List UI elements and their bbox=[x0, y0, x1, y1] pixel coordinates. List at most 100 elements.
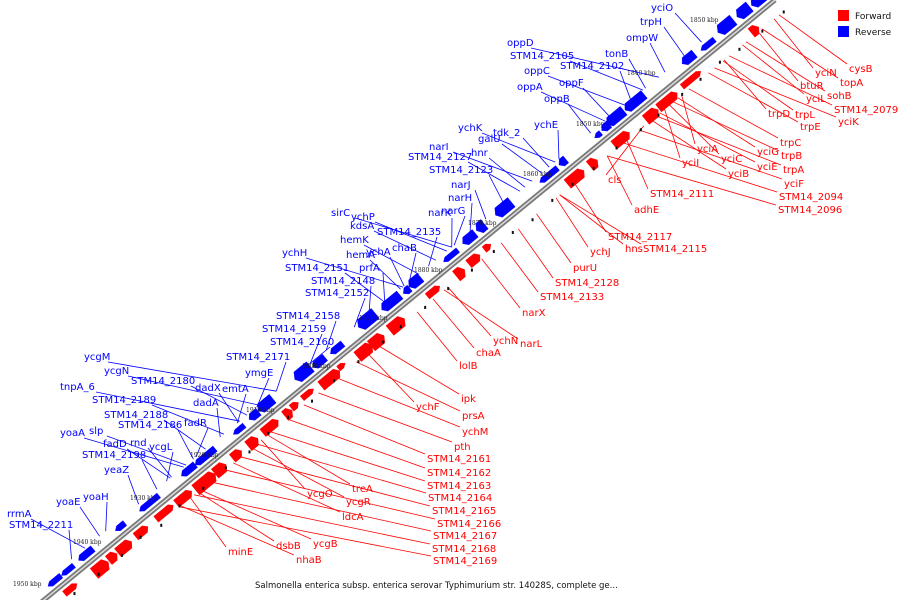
gene-label-reverse[interactable]: galU bbox=[478, 134, 501, 145]
gene-label-reverse[interactable]: slp bbox=[89, 426, 103, 437]
gene-label-reverse[interactable]: narI bbox=[429, 142, 449, 153]
gene-label-forward[interactable]: STM14_2133 bbox=[540, 292, 604, 303]
gene-label-forward[interactable]: yciL bbox=[806, 94, 826, 105]
gene-label-reverse[interactable]: STM14_2189 bbox=[92, 395, 156, 406]
gene-label-forward[interactable]: STM14_2128 bbox=[555, 278, 619, 289]
gene-label-forward[interactable]: trpA bbox=[783, 165, 804, 176]
gene-label-reverse[interactable]: STM14_2127 bbox=[408, 152, 472, 163]
gene-label-reverse[interactable]: chaB bbox=[392, 243, 417, 254]
gene-label-forward[interactable]: dsbB bbox=[276, 541, 301, 552]
gene-label-reverse[interactable]: oppA bbox=[517, 82, 543, 93]
gene-label-forward[interactable]: adhE bbox=[634, 205, 659, 216]
gene-label-forward[interactable]: STM14_2094 bbox=[779, 192, 843, 203]
gene-label-forward[interactable]: yciN bbox=[815, 68, 837, 79]
gene-label-forward[interactable]: STM14_2163 bbox=[427, 481, 491, 492]
gene-label-reverse[interactable]: fadD bbox=[103, 439, 127, 450]
gene-label-forward[interactable]: btuR bbox=[800, 81, 824, 92]
gene-label-forward[interactable]: ychN bbox=[493, 336, 518, 347]
gene-label-forward[interactable]: yciC bbox=[721, 154, 742, 165]
gene-label-reverse[interactable]: STM14_2198 bbox=[82, 450, 146, 461]
gene-label-forward[interactable]: STM14_2117 bbox=[608, 232, 672, 243]
gene-label-forward[interactable]: STM14_2166 bbox=[437, 519, 501, 530]
gene-label-reverse[interactable]: STM14_2211 bbox=[9, 520, 73, 531]
gene-label-forward[interactable]: minE bbox=[228, 547, 253, 558]
gene-label-reverse[interactable]: STM14_2151 bbox=[285, 263, 349, 274]
gene-label-forward[interactable]: ycgO bbox=[307, 489, 333, 500]
gene-label-reverse[interactable]: STM14_2160 bbox=[270, 337, 334, 348]
gene-label-forward[interactable]: STM14_2115 bbox=[643, 244, 707, 255]
gene-label-reverse[interactable]: STM14_2105 bbox=[510, 51, 574, 62]
gene-label-reverse[interactable]: oppC bbox=[524, 66, 550, 77]
gene-label-forward[interactable]: trpC bbox=[780, 138, 801, 149]
gene-label-reverse[interactable]: ychH bbox=[282, 248, 307, 259]
gene-label-reverse[interactable]: yoaA bbox=[60, 428, 85, 439]
gene-label-forward[interactable]: yciF bbox=[784, 179, 804, 190]
gene-label-reverse[interactable]: ycgM bbox=[84, 352, 110, 363]
gene-label-reverse[interactable]: oppB bbox=[544, 94, 570, 105]
gene-label-forward[interactable]: treA bbox=[352, 484, 373, 495]
gene-label-reverse[interactable]: ycgN bbox=[104, 366, 129, 377]
gene-label-reverse[interactable]: STM14_2102 bbox=[560, 61, 624, 72]
gene-label-reverse[interactable]: hemA bbox=[346, 250, 375, 261]
gene-label-reverse[interactable]: STM14_2158 bbox=[276, 311, 340, 322]
gene-label-forward[interactable]: ychM bbox=[462, 427, 488, 438]
gene-label-forward[interactable]: yciB bbox=[728, 169, 749, 180]
gene-label-reverse[interactable]: oppF bbox=[559, 78, 584, 89]
gene-label-forward[interactable]: ldcA bbox=[342, 512, 364, 523]
gene-label-forward[interactable]: trpL bbox=[795, 110, 815, 121]
gene-label-reverse[interactable]: ymgE bbox=[245, 368, 273, 379]
gene-label-reverse[interactable]: yoaE bbox=[56, 497, 80, 508]
gene-label-forward[interactable]: STM14_2079 bbox=[834, 105, 898, 116]
gene-label-forward[interactable]: trpD bbox=[768, 109, 790, 120]
gene-label-forward[interactable]: trpE bbox=[800, 122, 821, 133]
gene-label-forward[interactable]: trpB bbox=[781, 151, 802, 162]
gene-label-reverse[interactable]: rnd bbox=[130, 438, 147, 449]
gene-label-forward[interactable]: STM14_2168 bbox=[432, 544, 496, 555]
gene-label-forward[interactable]: STM14_2162 bbox=[427, 468, 491, 479]
gene-label-reverse[interactable]: STM14_2152 bbox=[305, 288, 369, 299]
gene-label-reverse[interactable]: prfA bbox=[359, 263, 380, 274]
gene-label-forward[interactable]: prsA bbox=[462, 411, 485, 422]
gene-label-forward[interactable]: yciE bbox=[757, 162, 778, 173]
gene-label-reverse[interactable]: STM14_2159 bbox=[262, 324, 326, 335]
gene-label-forward[interactable]: yciI bbox=[682, 158, 699, 169]
gene-label-reverse[interactable]: rrmA bbox=[7, 509, 32, 520]
gene-label-reverse[interactable]: narK bbox=[428, 208, 452, 219]
gene-label-reverse[interactable]: STM14_2171 bbox=[226, 352, 290, 363]
gene-label-reverse[interactable]: trpH bbox=[640, 17, 662, 28]
gene-label-forward[interactable]: STM14_2169 bbox=[433, 556, 497, 567]
gene-label-forward[interactable]: cls bbox=[608, 175, 622, 186]
gene-label-reverse[interactable]: yeaZ bbox=[104, 465, 129, 476]
gene-label-reverse[interactable]: ompW bbox=[626, 33, 658, 44]
gene-label-forward[interactable]: sohB bbox=[827, 91, 852, 102]
gene-label-reverse[interactable]: sirC bbox=[331, 208, 350, 219]
gene-label-reverse[interactable]: ychE bbox=[534, 120, 558, 131]
gene-label-forward[interactable]: cysB bbox=[849, 64, 873, 75]
gene-label-reverse[interactable]: STM14_2188 bbox=[104, 410, 168, 421]
gene-label-reverse[interactable]: STM14_2148 bbox=[311, 276, 375, 287]
gene-label-reverse[interactable]: STM14_2186 bbox=[118, 420, 182, 431]
gene-label-reverse[interactable]: yciO bbox=[651, 3, 673, 14]
gene-label-forward[interactable]: lolB bbox=[459, 361, 478, 372]
gene-label-reverse[interactable]: ycgL bbox=[149, 442, 173, 453]
gene-label-forward[interactable]: STM14_2164 bbox=[428, 493, 492, 504]
gene-label-forward[interactable]: ycgR bbox=[346, 497, 371, 508]
gene-label-reverse[interactable]: narJ bbox=[451, 180, 471, 191]
gene-label-reverse[interactable]: tnpA_6 bbox=[60, 382, 95, 393]
gene-label-reverse[interactable]: tonB bbox=[605, 49, 628, 60]
gene-label-forward[interactable]: ipk bbox=[461, 394, 476, 405]
gene-label-reverse[interactable]: narH bbox=[448, 193, 472, 204]
gene-label-reverse[interactable]: dadA bbox=[193, 398, 219, 409]
gene-label-forward[interactable]: STM14_2096 bbox=[778, 205, 842, 216]
gene-label-reverse[interactable]: STM14_2135 bbox=[377, 227, 441, 238]
gene-label-forward[interactable]: ycgB bbox=[313, 539, 338, 550]
gene-label-reverse[interactable]: tdk_2 bbox=[493, 128, 520, 139]
gene-label-forward[interactable]: ychJ bbox=[590, 247, 611, 258]
gene-label-forward[interactable]: topA bbox=[840, 78, 863, 89]
gene-label-forward[interactable]: narL bbox=[520, 339, 543, 350]
gene-label-forward[interactable]: chaA bbox=[476, 348, 501, 359]
gene-label-reverse[interactable]: oppD bbox=[507, 38, 534, 49]
gene-label-forward[interactable]: STM14_2161 bbox=[427, 454, 491, 465]
gene-label-forward[interactable]: ychF bbox=[416, 402, 440, 413]
